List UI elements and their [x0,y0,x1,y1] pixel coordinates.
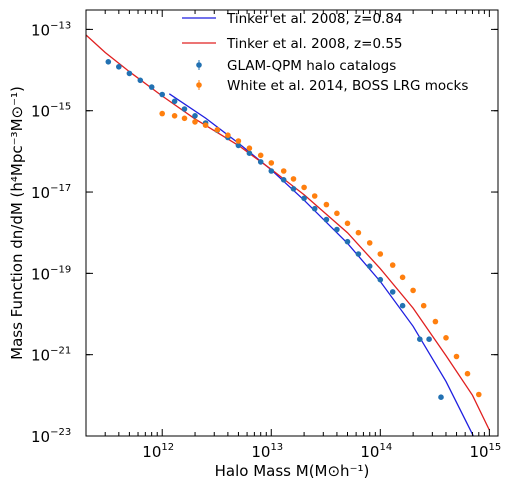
x-tick-label: 1012 [142,442,174,461]
series-2-point [377,276,384,283]
series-2-point [137,77,144,84]
series-2-point [311,205,318,212]
series-3-point [355,229,362,236]
series-3-point [389,262,396,268]
series-2-point [105,59,112,65]
series-3-point [214,127,221,133]
series-3-point [268,160,275,166]
y-tick-label: 10−17 [31,183,71,202]
series-3-point [280,168,287,174]
series-3-point [301,184,307,191]
series-3-point [202,122,209,128]
series-2-point [438,394,444,401]
plot-frame [85,9,499,437]
series-3-point [323,201,330,208]
series-3-point [159,110,165,117]
series-2-point [366,263,373,270]
y-tick-label: 10−21 [31,346,71,365]
x-axis-title: Halo Mass M(M⊙h⁻¹) [215,462,370,480]
series-3-point [235,138,242,144]
series-2-point [334,226,340,233]
series-2-point [399,302,406,309]
series-2-point [426,336,432,343]
series-line-0 [168,93,474,436]
y-tick-label: 10−19 [31,264,71,283]
y-tick-label: 10−15 [31,102,71,121]
series-3-point [171,113,178,119]
series-3-point [257,152,264,159]
series-3-point [225,132,231,138]
series-3-point [410,287,416,294]
series-2-point [344,238,351,245]
series-3-point [432,318,439,325]
legend-label: GLAM-QPM halo catalogs [227,58,396,74]
series-3-point [290,176,297,182]
y-tick-label: 10−23 [31,427,71,446]
series-2-point [126,70,133,77]
series-3-point [192,119,198,125]
legend-label: Tinker et al. 2008, z=0.55 [226,36,403,52]
series-2-point [257,159,264,165]
y-axis-title: Mass Function dn/dM (h⁴Mpc⁻³M⊙⁻¹) [8,86,26,360]
legend-point-swatch [196,62,202,68]
legend-point-swatch [196,82,202,88]
series-2-point [417,336,423,343]
series-3-point [464,370,471,377]
series-2-point [246,150,253,156]
legend: Tinker et al. 2008, z=0.84 Tinker et al. … [182,11,468,94]
series-3-point [399,274,406,281]
x-tick-label: 1013 [251,442,283,461]
series-3-point [453,353,460,360]
series-3-point [246,145,253,151]
x-tick-label: 1015 [469,442,501,461]
series-2-point [323,216,330,223]
series-2-point [116,64,122,70]
y-tick-label: 10−13 [31,20,71,39]
x-tick-label: 1014 [360,442,392,461]
series-3-point [366,240,373,246]
series-3-point [181,115,188,122]
series-3-point [334,210,340,217]
series-2-point [148,84,155,90]
series-3-point [377,251,384,257]
series-3-point [311,193,318,199]
legend-label: Tinker et al. 2008, z=0.84 [226,11,403,27]
plot-area [86,34,490,436]
series-2-point [355,251,362,257]
series-line-1 [86,34,490,431]
series-2-point [192,113,198,119]
series-3-point [344,220,351,227]
series-2-point [301,195,307,202]
series-2-point [181,106,188,112]
series-2-point [290,186,297,192]
legend-label: White et al. 2014, BOSS LRG mocks [227,78,468,94]
series-3-point [443,335,449,341]
series-2-point [389,289,396,295]
series-2-point [280,177,287,183]
series-2-point [171,98,178,105]
series-3-point [476,391,482,398]
series-2-point [159,91,165,98]
series-2-point [268,168,275,174]
series-2-point [235,142,242,149]
series-3-point [420,302,427,309]
